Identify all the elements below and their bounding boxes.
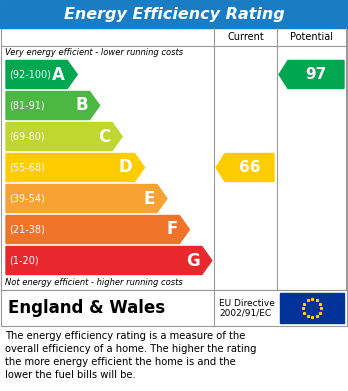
Text: (92-100): (92-100)	[9, 70, 51, 79]
Text: E: E	[144, 190, 155, 208]
Bar	[1, 290, 347, 326]
Text: (81-91): (81-91)	[9, 100, 45, 111]
Polygon shape	[6, 61, 77, 88]
Text: Energy Efficiency Rating: Energy Efficiency Rating	[64, 7, 284, 22]
Text: A: A	[52, 66, 65, 84]
Polygon shape	[6, 91, 100, 120]
Text: EU Directive: EU Directive	[219, 298, 275, 307]
Text: lower the fuel bills will be.: lower the fuel bills will be.	[5, 370, 136, 380]
Text: D: D	[119, 158, 133, 176]
Text: overall efficiency of a home. The higher the rating: overall efficiency of a home. The higher…	[5, 344, 256, 354]
Text: 66: 66	[239, 160, 260, 175]
Text: (39-54): (39-54)	[9, 194, 45, 203]
Text: C: C	[98, 127, 110, 145]
Text: Not energy efficient - higher running costs: Not energy efficient - higher running co…	[5, 278, 183, 287]
Polygon shape	[216, 154, 274, 181]
Polygon shape	[6, 122, 122, 151]
Text: Potential: Potential	[290, 32, 333, 42]
Text: F: F	[166, 221, 177, 239]
Text: (55-68): (55-68)	[9, 163, 45, 172]
Text: (1-20): (1-20)	[9, 255, 39, 265]
Text: the more energy efficient the home is and the: the more energy efficient the home is an…	[5, 357, 236, 367]
Text: (69-80): (69-80)	[9, 131, 45, 142]
Text: Very energy efficient - lower running costs: Very energy efficient - lower running co…	[5, 48, 183, 57]
Text: 97: 97	[306, 67, 327, 82]
Text: 2002/91/EC: 2002/91/EC	[219, 308, 271, 317]
Text: The energy efficiency rating is a measure of the: The energy efficiency rating is a measur…	[5, 331, 245, 341]
Polygon shape	[6, 246, 212, 274]
Bar	[1, 28, 347, 290]
Text: Current: Current	[227, 32, 264, 42]
Text: (21-38): (21-38)	[9, 224, 45, 235]
Polygon shape	[6, 154, 144, 181]
Polygon shape	[6, 215, 189, 244]
Text: England & Wales: England & Wales	[8, 299, 165, 317]
Polygon shape	[6, 185, 167, 212]
Bar	[0, 0, 348, 28]
Bar	[280, 293, 344, 323]
Polygon shape	[279, 61, 344, 88]
Text: B: B	[75, 97, 88, 115]
Text: G: G	[186, 251, 200, 269]
